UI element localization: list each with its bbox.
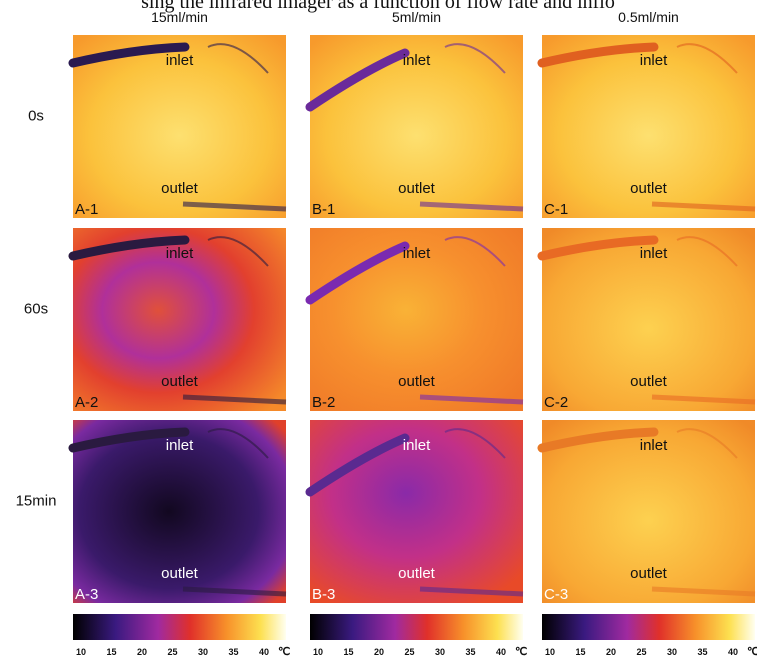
colorbar-tick-label: 25 [167,647,177,657]
colorbar-tick-label: 35 [697,647,707,657]
colorbar-tick-label: 30 [198,647,208,657]
outlet-label: outlet [630,565,668,582]
colorbar-tick-label: 40 [259,647,269,657]
colorbar-unit: ℃ [515,646,527,658]
row-label: 0s [28,108,44,125]
colorbar-tick-label: 40 [496,647,506,657]
panel-label: B-1 [312,201,335,218]
panel-label: A-2 [75,394,98,411]
inlet-label: inlet [640,437,668,454]
column-title: 5ml/min [392,9,441,25]
panel-label: C-3 [544,586,568,603]
colorbar [542,614,755,640]
colorbar-tick-label: 35 [228,647,238,657]
column-title: 0.5ml/min [618,9,679,25]
colorbar-tick-label: 20 [374,647,384,657]
panel-label: A-3 [75,586,98,603]
colorbar-unit: ℃ [747,646,757,658]
outlet-label: outlet [161,373,199,390]
colorbar-tick-label: 10 [76,647,86,657]
colorbar-tick-label: 30 [667,647,677,657]
colorbar-tick-label: 40 [728,647,738,657]
panel-label: B-2 [312,394,335,411]
outlet-label: outlet [398,373,436,390]
outlet-label: outlet [161,180,199,197]
outlet-label: outlet [398,565,436,582]
outlet-label: outlet [630,373,668,390]
outlet-label: outlet [398,180,436,197]
outlet-label: outlet [630,180,668,197]
colorbar-tick-label: 25 [636,647,646,657]
row-label: 15min [16,493,57,510]
inlet-label: inlet [640,52,668,69]
colorbar [73,614,286,640]
colorbar-tick-label: 35 [465,647,475,657]
inlet-label: inlet [640,245,668,262]
colorbar-tick-label: 20 [137,647,147,657]
column-title: 15ml/min [151,9,208,25]
colorbar-tick-label: 20 [606,647,616,657]
colorbar-unit: ℃ [278,646,290,658]
colorbar-tick-label: 25 [404,647,414,657]
colorbar-tick-label: 10 [545,647,555,657]
inlet-label: inlet [166,437,194,454]
figure: sing the infrared imager as a function o… [0,0,757,659]
inlet-label: inlet [403,52,431,69]
colorbar-tick-label: 15 [343,647,353,657]
inlet-label: inlet [403,437,431,454]
outlet-label: outlet [161,565,199,582]
colorbar [310,614,523,640]
panel-label: B-3 [312,586,335,603]
inlet-label: inlet [166,245,194,262]
inlet-label: inlet [166,52,194,69]
colorbar-tick-label: 15 [575,647,585,657]
colorbar-tick-label: 30 [435,647,445,657]
row-label: 60s [24,301,48,318]
inlet-label: inlet [403,245,431,262]
panel-label: C-2 [544,394,568,411]
panels: 15ml/min 5ml/min 0.5ml/min 0s 60s 15min inlet o… [16,9,757,658]
panel-label: C-1 [544,201,568,218]
caption: sing the infrared imager as a function o… [141,0,615,13]
colorbar-tick-label: 10 [313,647,323,657]
panel-label: A-1 [75,201,98,218]
colorbar-tick-label: 15 [106,647,116,657]
